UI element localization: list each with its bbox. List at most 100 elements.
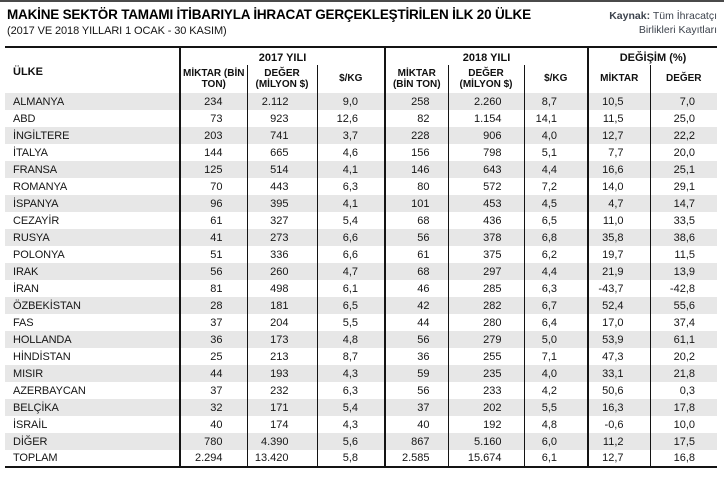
col-header-change-deger: DEĞER (649, 65, 717, 93)
value-cell: 232 (246, 382, 317, 399)
value-cell: 6,3 (316, 382, 385, 399)
value-cell: 32 (179, 399, 247, 416)
table-row: HOLLANDA 36 173 4,8 56 279 5,0 53,9 61,1 (5, 331, 717, 348)
value-cell: 7,0 (649, 93, 717, 110)
country-cell: FAS (13, 316, 34, 329)
value-cell: 56 (384, 382, 448, 399)
table-row: ÖZBEKİSTAN 28 181 6,5 42 282 6,7 52,4 55,6 (5, 297, 717, 314)
value-cell: 6,5 (316, 297, 385, 314)
value-cell: 193 (246, 365, 317, 382)
table-row: CEZAYİR 61 327 5,4 68 436 6,5 11,0 33,5 (5, 212, 717, 229)
value-cell: 8,7 (523, 93, 588, 110)
value-cell: 55,6 (649, 297, 717, 314)
value-cell: -42,8 (649, 280, 717, 297)
value-cell: 2.294 (179, 450, 247, 467)
table-row: ABD 73 923 12,6 82 1.154 14,1 11,5 25,0 (5, 110, 717, 127)
value-cell: 25,0 (649, 110, 717, 127)
value-cell: 233 (447, 382, 524, 399)
value-cell: 21,8 (649, 365, 717, 382)
value-cell: 11,5 (649, 246, 717, 263)
country-cell: BELÇİKA (13, 401, 59, 414)
value-cell: 17,5 (649, 433, 717, 450)
value-cell: 280 (447, 314, 524, 331)
col-header-country: ÜLKE (13, 65, 43, 78)
table-subheader-row: MİKTAR (BİN TON) DEĞER (MİLYON $) $/KG M… (5, 65, 717, 93)
value-cell: 11,0 (587, 212, 650, 229)
value-cell: 25 (179, 348, 247, 365)
value-cell: 59 (384, 365, 448, 382)
table-row: İNGİLTERE 203 741 3,7 228 906 4,0 12,7 22,2 (5, 127, 717, 144)
value-cell: 53,9 (587, 331, 650, 348)
col-header-2018-miktar: MİKTAR (BİN TON) (384, 65, 448, 93)
value-cell: 19,7 (587, 246, 650, 263)
value-cell: 741 (246, 127, 317, 144)
country-cell: CEZAYİR (13, 214, 60, 227)
value-cell: 4.390 (246, 433, 317, 450)
col-header-change-miktar: MİKTAR (587, 65, 650, 93)
value-cell: 12,7 (587, 127, 650, 144)
source-line-1: Kaynak: Tüm İhracatçı (609, 10, 717, 24)
country-cell: POLONYA (13, 248, 65, 261)
value-cell: 10,5 (587, 93, 650, 110)
value-cell: 4,7 (316, 263, 385, 280)
value-cell: 5,4 (316, 399, 385, 416)
value-cell: 33,1 (587, 365, 650, 382)
value-cell: 13,9 (649, 263, 717, 280)
value-cell: 8,7 (316, 348, 385, 365)
value-cell: 80 (384, 178, 448, 195)
table-group-header-row: ÜLKE 2017 YILI 2018 YILI DEĞİŞİM (%) (5, 47, 717, 78)
title-block: MAKİNE SEKTÖR TAMAMI İTİBARIYLA İHRACAT … (7, 7, 531, 37)
value-cell: 36 (179, 331, 247, 348)
value-cell: 47,3 (587, 348, 650, 365)
source-text-1: Tüm İhracatçı (652, 10, 717, 22)
value-cell: 3,7 (316, 127, 385, 144)
value-cell: 37 (384, 399, 448, 416)
value-cell: 204 (246, 314, 317, 331)
value-cell: 144 (179, 144, 247, 161)
value-cell: 5.160 (447, 433, 524, 450)
value-cell: 327 (246, 212, 317, 229)
value-cell: 16,6 (587, 161, 650, 178)
table-row: İSPANYA 96 395 4,1 101 453 4,5 4,7 14,7 (5, 195, 717, 212)
value-cell: 37,4 (649, 314, 717, 331)
value-cell: 16,3 (587, 399, 650, 416)
table-body: ALMANYA 234 2.112 9,0 258 2.260 8,7 10,5 7,0 ABD 7… (5, 93, 717, 467)
value-cell: 68 (384, 263, 448, 280)
value-cell: 51 (179, 246, 247, 263)
value-cell: 443 (246, 178, 317, 195)
value-cell: 6,3 (316, 178, 385, 195)
value-cell: 11,5 (587, 110, 650, 127)
table-row: İSRAİL 40 174 4,3 40 192 4,8 -0,6 10,0 (5, 416, 717, 433)
value-cell: 6,1 (316, 280, 385, 297)
table-row: DİĞER 780 4.390 5,6 867 5.160 6,0 11,2 17,5 (5, 433, 717, 450)
country-cell: AZERBAYCAN (13, 384, 86, 397)
value-cell: 46 (384, 280, 448, 297)
value-cell: 96 (179, 195, 247, 212)
value-cell: 378 (447, 229, 524, 246)
value-cell: 35,8 (587, 229, 650, 246)
value-cell: 234 (179, 93, 247, 110)
value-cell: 14,7 (649, 195, 717, 212)
value-cell: 4,6 (316, 144, 385, 161)
country-cell: ABD (13, 112, 36, 125)
value-cell: 5,1 (523, 144, 588, 161)
value-cell: 4,8 (523, 416, 588, 433)
value-cell: 41 (179, 229, 247, 246)
value-cell: 436 (447, 212, 524, 229)
value-cell: 6,3 (523, 280, 588, 297)
value-cell: 4,7 (587, 195, 650, 212)
value-cell: 6,7 (523, 297, 588, 314)
value-cell: 282 (447, 297, 524, 314)
value-cell: 235 (447, 365, 524, 382)
source-label: Kaynak: (609, 10, 651, 22)
source-note: Kaynak: Tüm İhracatçı Birlikleri Kayıtla… (609, 7, 717, 37)
country-cell: ALMANYA (13, 95, 65, 108)
value-cell: 203 (179, 127, 247, 144)
table-row: ROMANYA 70 443 6,3 80 572 7,2 14,0 29,1 (5, 178, 717, 195)
country-cell: IRAK (13, 265, 39, 278)
table-header: ÜLKE 2017 YILI 2018 YILI DEĞİŞİM (%) MİK… (5, 47, 717, 93)
value-cell: 5,0 (523, 331, 588, 348)
table-row: ALMANYA 234 2.112 9,0 258 2.260 8,7 10,5 7,0 (5, 93, 717, 110)
value-cell: 6,6 (316, 229, 385, 246)
value-cell: 21,9 (587, 263, 650, 280)
